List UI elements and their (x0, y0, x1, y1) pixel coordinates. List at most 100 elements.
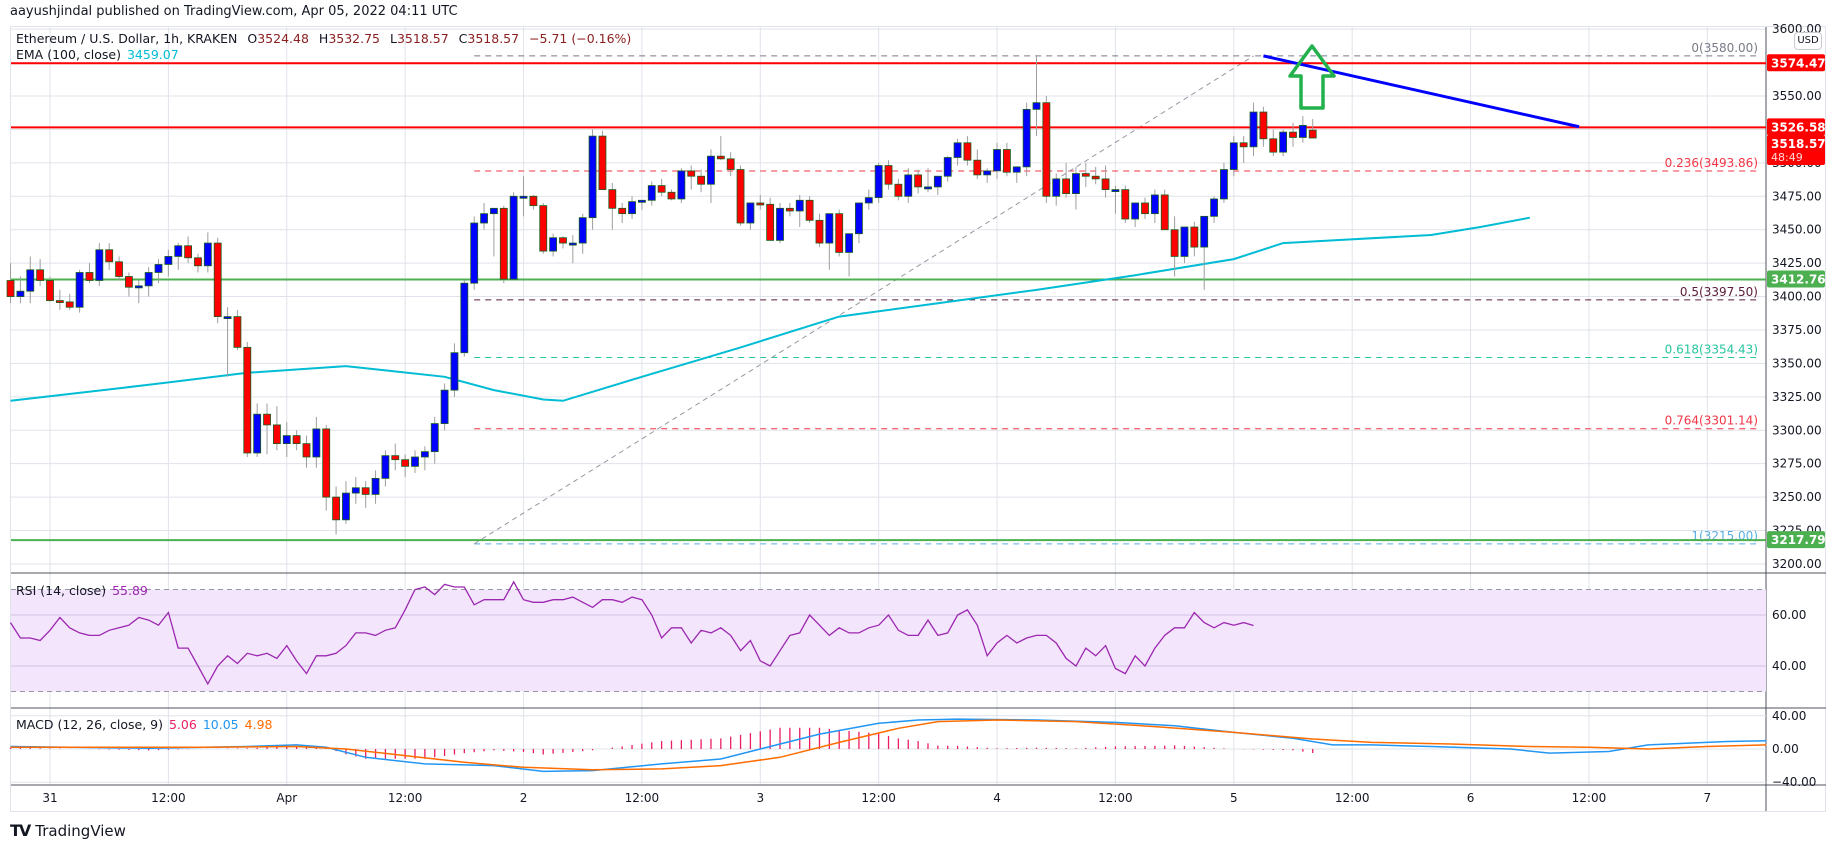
price-axis-label: 3400.00 (1772, 290, 1822, 304)
bearish-candle (914, 174, 923, 188)
fib-label: 0(3580.00) (1691, 41, 1758, 55)
price-tag: 3217.79 (1767, 531, 1826, 549)
bullish-candle (282, 435, 291, 445)
fib-label: 0.236(3493.86) (1665, 156, 1758, 170)
bearish-candle (1003, 149, 1011, 173)
bearish-candle (1259, 111, 1268, 140)
rsi-label: RSI (14, close) (16, 583, 107, 598)
price-axis-label: 3275.00 (1772, 457, 1822, 471)
bearish-candle (194, 257, 202, 267)
price-tag-bg (1767, 54, 1825, 72)
bearish-candle (36, 269, 45, 281)
bearish-candle (184, 245, 193, 259)
price-tag-bg (1767, 118, 1825, 136)
bullish-candle (174, 245, 183, 257)
price-axis-label: 3325.00 (1772, 390, 1822, 404)
bullish-candle (845, 233, 853, 253)
bearish-candle (105, 249, 114, 263)
price-axis-label: 3375.00 (1772, 323, 1822, 337)
bullish-candle (1220, 169, 1228, 200)
bullish-candle (519, 195, 528, 199)
bullish-candle (1022, 108, 1031, 168)
bearish-candle (894, 183, 903, 197)
bearish-candle (65, 301, 74, 308)
bearish-candle (815, 219, 824, 244)
time-axis-label: 12:00 (1098, 791, 1133, 805)
bullish-candle (1150, 194, 1159, 215)
bullish-candle (351, 487, 360, 494)
bullish-candle (381, 455, 390, 479)
bullish-candle (904, 174, 913, 197)
bearish-candle (233, 316, 242, 348)
bearish-candle (1170, 229, 1179, 257)
bullish-candle (411, 456, 419, 467)
bearish-trendline (1263, 54, 1580, 129)
price-tag-value: 3412.76 (1771, 272, 1826, 286)
bearish-candle (756, 202, 765, 206)
macd-label: MACD (12, 26, close, 9) (16, 717, 163, 732)
bullish-candle (1180, 226, 1189, 257)
bearish-candle (1289, 131, 1297, 138)
rsi-axis-label: 60.00 (1772, 608, 1806, 622)
ema-value: 3459.07 (126, 47, 179, 62)
bullish-candle (450, 352, 459, 391)
bullish-candle (825, 213, 834, 244)
bearish-candle (726, 158, 735, 170)
bearish-candle (716, 155, 725, 160)
bearish-candle (539, 205, 548, 252)
rsi-legend: RSI (14, close) 55.89 (16, 583, 154, 598)
bullish-candle (509, 195, 518, 280)
bullish-candle (26, 269, 35, 292)
bullish-candle (628, 201, 636, 215)
bearish-candle (263, 413, 271, 426)
bullish-candle (953, 142, 962, 158)
bearish-candle (213, 242, 222, 318)
bullish-candle (480, 213, 488, 224)
bullish-candle (855, 202, 863, 235)
bullish-candle (203, 242, 212, 267)
bullish-candle (588, 135, 597, 219)
time-axis-label: 12:00 (1572, 791, 1607, 805)
bearish-candle (292, 435, 301, 445)
time-axis-label: 6 (1467, 791, 1475, 805)
bullish-candle (933, 175, 942, 188)
bullish-candle (253, 413, 262, 454)
bearish-candle (401, 459, 410, 467)
bullish-candle (75, 272, 84, 308)
macd-line-value: 10.05 (202, 717, 239, 732)
bearish-candle (1062, 178, 1070, 195)
bullish-candle (1229, 142, 1238, 170)
bearish-candle (361, 487, 370, 495)
bullish-candle (795, 199, 804, 212)
symbol-legend: Ethereum / U.S. Dollar, 1h, KRAKEN O3524… (16, 31, 637, 46)
ohlc-change: −5.71 (−0.16%) (529, 31, 632, 46)
time-axis-label: 12:00 (1335, 791, 1370, 805)
bullish-candle (1032, 102, 1041, 110)
bullish-candle (874, 165, 883, 199)
bearish-candle (559, 237, 567, 244)
price-axis-label: 3475.00 (1772, 189, 1822, 203)
fib-label: 0.5(3397.50) (1680, 285, 1758, 299)
bearish-candle (736, 169, 745, 224)
time-axis-label: Apr (276, 791, 297, 805)
bearish-candle (6, 280, 15, 297)
bearish-candle (805, 199, 814, 221)
price-axis-label: 3425.00 (1772, 256, 1822, 270)
price-axis-label: 3200.00 (1772, 557, 1822, 571)
published-caption: aayushjindal published on TradingView.co… (10, 4, 458, 19)
bullish-candle (312, 428, 321, 458)
bearish-candle (1091, 175, 1100, 180)
currency-button[interactable]: USD (1794, 32, 1822, 50)
bullish-candle (134, 285, 143, 289)
time-axis-label: 12:00 (861, 791, 896, 805)
bearish-candle (1308, 129, 1317, 139)
price-tag-bg (1767, 531, 1825, 549)
bearish-candle (973, 159, 982, 176)
bullish-candle (95, 249, 104, 281)
bearish-candle (1042, 102, 1051, 197)
tradingview-logo[interactable]: TV TradingView (10, 821, 126, 840)
bearish-candle (272, 424, 281, 445)
bearish-candle (1160, 194, 1169, 231)
